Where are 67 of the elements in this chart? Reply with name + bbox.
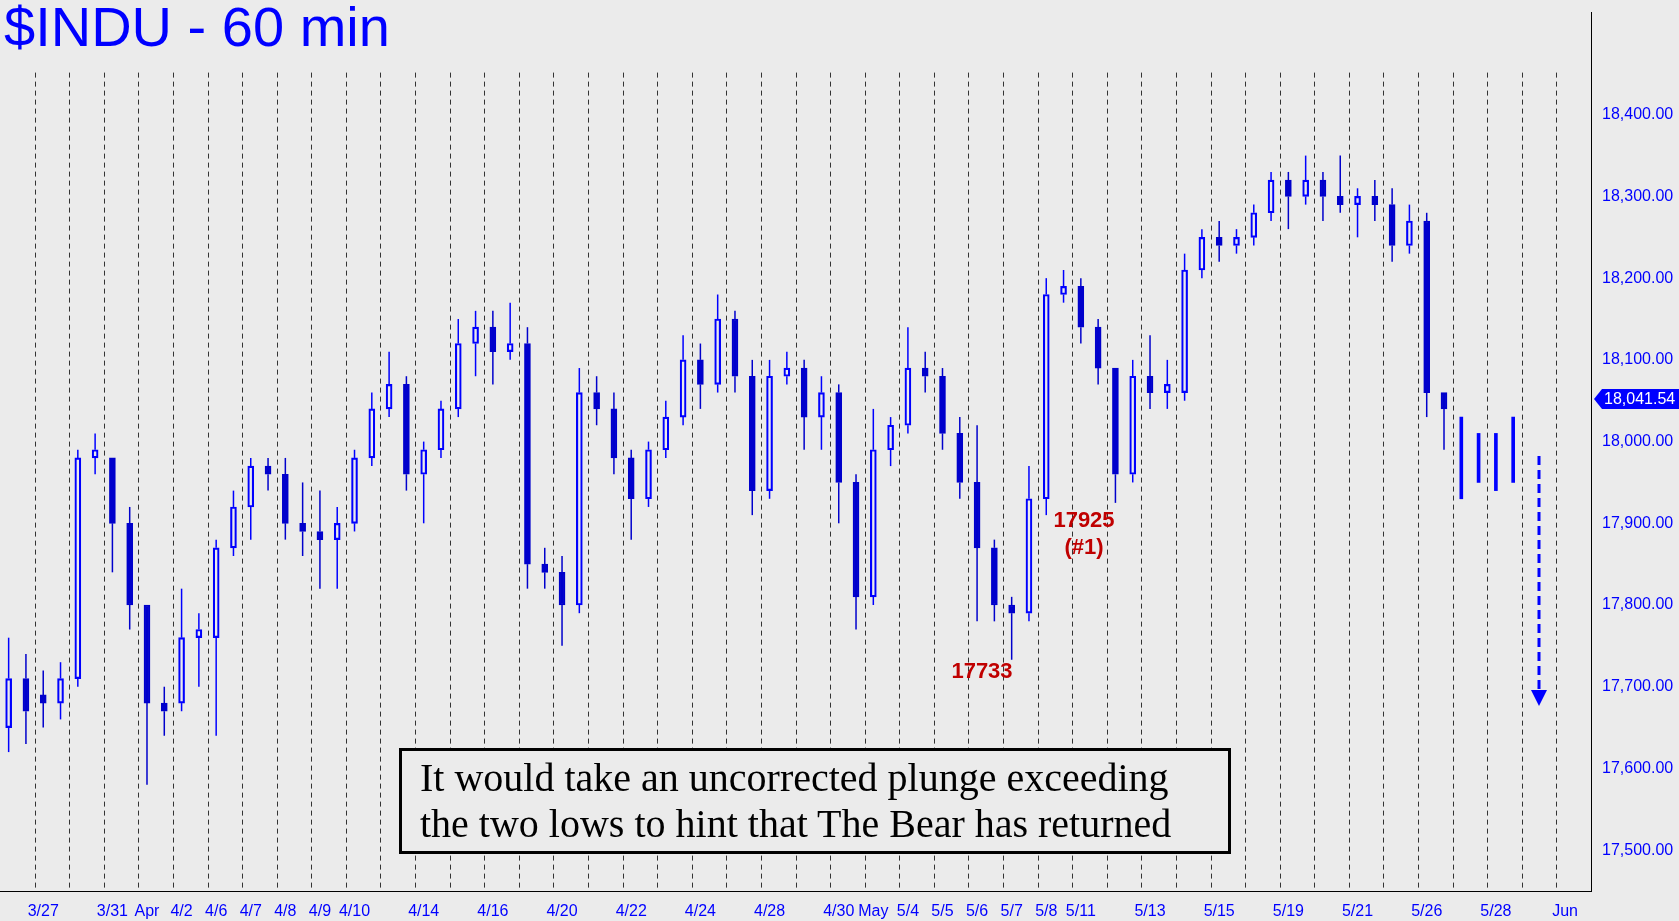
- candlestick: [1077, 277, 1085, 345]
- x-tick-label: 5/15: [1203, 902, 1235, 920]
- y-tick-label: 17,800.00: [1602, 595, 1674, 613]
- candlestick: [22, 653, 30, 745]
- x-tick-label: 5/5: [931, 902, 954, 920]
- x-tick-label: 4/28: [753, 902, 786, 920]
- x-tick-label: 4/30: [823, 902, 855, 920]
- x-tick-label: 5/21: [1341, 902, 1374, 920]
- x-tick-label: 4/24: [684, 902, 717, 920]
- candlestick: [1215, 220, 1223, 263]
- x-tick-label: 4/8: [274, 902, 297, 920]
- y-tick-label: 17,900.00: [1602, 513, 1674, 531]
- text: 18,041.54: [1594, 389, 1679, 409]
- x-tick-label: 4/20: [546, 902, 578, 920]
- x-tick-label: 5/11: [1065, 902, 1096, 920]
- annotation: 17925 (#1): [1053, 506, 1115, 560]
- x-tick-label: 5/4: [896, 902, 920, 920]
- y-tick-label: 17,700.00: [1602, 677, 1674, 695]
- candlestick: [1146, 334, 1154, 410]
- candlestick: [1371, 179, 1379, 222]
- x-tick-label: Apr: [134, 902, 161, 920]
- y-tick-label: 18,400.00: [1602, 105, 1674, 123]
- candlestick: [627, 449, 635, 541]
- y-tick-label: 17,600.00: [1602, 758, 1674, 776]
- y-tick-label: 18,200.00: [1602, 268, 1674, 286]
- x-tick-label: 3/27: [27, 902, 59, 920]
- x-tick-label: 4/6: [205, 902, 228, 920]
- candlestick: [1388, 187, 1396, 263]
- candlestick: [921, 350, 929, 394]
- x-tick-label: 5/19: [1272, 902, 1305, 920]
- x-tick-label: May: [858, 902, 889, 920]
- x-tick-label: 4/16: [477, 902, 509, 920]
- y-tick-label: 18,000.00: [1602, 431, 1674, 449]
- candlestick: [316, 489, 324, 590]
- x-tick-label: 4/14: [408, 902, 440, 920]
- y-tick-label: 17,500.00: [1602, 840, 1674, 858]
- chart-title: $INDU - 60 min: [4, 0, 390, 59]
- x-tick-label: 5/13: [1134, 902, 1166, 920]
- candlestick: [852, 473, 860, 631]
- x-tick-label: 5/26: [1411, 902, 1443, 920]
- x-tick-label: 3/31: [96, 902, 129, 920]
- x-tick-label: 5/28: [1480, 902, 1512, 920]
- x-tick-label: 5/8: [1035, 902, 1058, 920]
- candlestick: [731, 310, 739, 394]
- candlestick: [973, 424, 981, 623]
- candlestick: [1319, 171, 1327, 222]
- x-tick-label: 5/6: [965, 902, 989, 920]
- x-tick-label: 4/2: [170, 902, 193, 920]
- y-tick-label: 18,300.00: [1602, 186, 1674, 204]
- candlestick: [956, 416, 964, 500]
- x-tick-label: 4/9: [308, 902, 332, 920]
- x-tick-label: 5/7: [1000, 902, 1023, 920]
- candlestick: [610, 391, 618, 476]
- y-tick-label: 18,100.00: [1602, 350, 1674, 368]
- candlestick: [1336, 154, 1344, 214]
- candlestick: [800, 359, 808, 451]
- x-tick-label: Jun: [1552, 902, 1578, 920]
- candlestick: [264, 457, 272, 492]
- x-tick-label: 4/7: [239, 902, 262, 920]
- annotation: 17733: [951, 657, 1013, 684]
- x-tick-label: 4/22: [615, 902, 647, 920]
- candlestick: [489, 310, 497, 386]
- candlestick: [39, 669, 47, 729]
- annotation: It would take an uncorrected plunge exceeding the two lows to hint that The Bear has returned: [399, 748, 1231, 854]
- candlestick: [1094, 318, 1102, 386]
- x-tick-label: 4/10: [338, 902, 371, 920]
- candlestick: [558, 555, 566, 647]
